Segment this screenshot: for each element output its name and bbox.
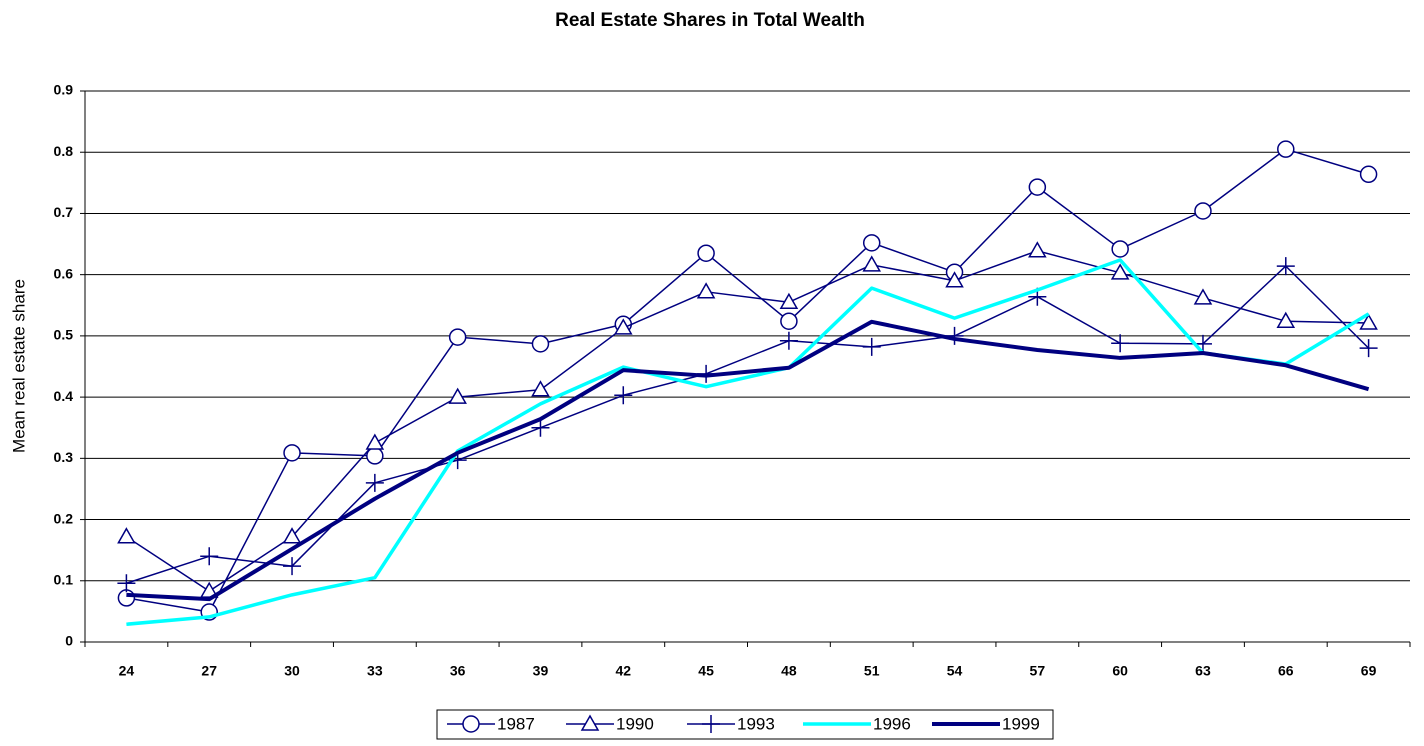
y-tick-label: 0.1 [54, 571, 74, 587]
data-point [862, 234, 881, 252]
legend-label: 1993 [737, 714, 775, 733]
series-line [126, 319, 1370, 602]
series-line [126, 258, 1370, 626]
x-tick-label: 69 [1361, 663, 1377, 679]
data-point [1276, 311, 1296, 328]
data-point [1110, 263, 1130, 280]
x-tick-label: 45 [698, 663, 714, 679]
data-point [283, 444, 301, 462]
data-point [365, 473, 384, 492]
x-tick-label: 60 [1112, 663, 1128, 679]
data-point [779, 331, 798, 350]
data-point [531, 418, 550, 437]
data-point [117, 574, 136, 593]
legend-marker [462, 715, 480, 733]
y-tick-label: 0.3 [54, 449, 74, 465]
x-tick-label: 42 [615, 663, 631, 679]
x-tick-label: 57 [1030, 663, 1046, 679]
x-tick-label: 51 [864, 663, 880, 679]
data-point [531, 380, 550, 397]
series-line [126, 148, 1369, 613]
data-point [1194, 202, 1212, 220]
data-point [614, 386, 633, 405]
data-point [945, 271, 964, 288]
data-point [780, 312, 798, 330]
legend-label: 1990 [616, 714, 654, 733]
data-point [1111, 240, 1129, 258]
data-point [448, 328, 467, 346]
x-tick-label: 39 [533, 663, 549, 679]
y-tick-label: 0.6 [54, 265, 74, 281]
data-point [282, 527, 302, 544]
x-tick-label: 27 [201, 663, 217, 679]
data-point [1111, 334, 1130, 353]
data-point [1359, 165, 1378, 184]
legend-label: 1999 [1002, 714, 1040, 733]
legend-marker [580, 714, 600, 731]
y-tick-label: 0.8 [54, 143, 74, 159]
chart-title: Real Estate Shares in Total Wealth [555, 10, 865, 31]
y-tick-label: 0.5 [54, 327, 74, 343]
y-tick-label: 0.2 [54, 510, 74, 526]
data-point [696, 282, 716, 299]
data-point [1276, 257, 1295, 276]
series-line [125, 250, 1369, 592]
data-point [117, 589, 136, 607]
x-tick-label: 36 [450, 663, 466, 679]
x-tick-label: 66 [1278, 663, 1294, 679]
data-point [862, 337, 881, 356]
legend-label: 1987 [497, 714, 535, 733]
data-point [117, 527, 136, 544]
data-point [365, 433, 385, 450]
data-point [1193, 288, 1213, 305]
data-point [1028, 178, 1047, 196]
data-point [862, 255, 882, 272]
data-point [283, 557, 302, 576]
y-tick-label: 0.7 [54, 204, 74, 220]
x-tick-label: 30 [284, 663, 300, 679]
x-tick-label: 54 [947, 663, 963, 679]
data-point [1359, 313, 1378, 330]
data-point [1359, 339, 1378, 358]
data-point [200, 547, 219, 566]
y-tick-label: 0.4 [54, 388, 74, 404]
y-tick-label: 0 [65, 633, 73, 649]
data-point [1277, 140, 1295, 158]
legend-marker [702, 715, 720, 733]
data-point [697, 244, 715, 262]
data-point [613, 318, 633, 335]
y-tick-label: 0.9 [54, 82, 74, 98]
data-point [779, 292, 799, 309]
x-tick-label: 24 [119, 663, 135, 679]
x-tick-label: 33 [367, 663, 383, 679]
x-tick-label: 48 [781, 663, 797, 679]
y-axis-title: Mean real estate share [9, 279, 28, 453]
data-point [448, 387, 467, 404]
x-tick-label: 63 [1195, 663, 1211, 679]
legend-label: 1996 [873, 714, 911, 733]
data-point [1028, 241, 1047, 258]
data-point [531, 335, 550, 353]
